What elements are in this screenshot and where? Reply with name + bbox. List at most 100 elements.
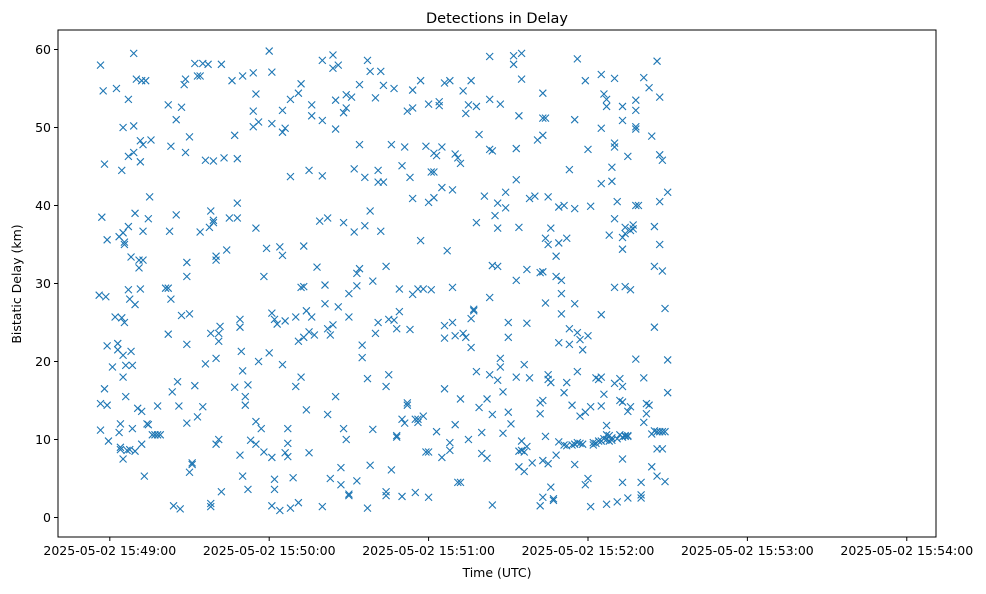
data-point [602,95,611,104]
data-point [522,319,531,328]
data-point [238,72,247,80]
data-point [453,478,462,487]
data-point [302,306,311,315]
data-point [196,72,205,80]
data-point [366,67,375,76]
data-point [432,151,441,160]
data-point [334,61,343,69]
data-point [552,451,560,459]
data-point [655,197,664,206]
data-point [131,447,139,456]
data-point [212,256,220,264]
data-point [586,502,595,511]
data-point [536,501,545,510]
data-point [214,435,223,444]
data-point [419,412,428,420]
data-point [570,115,579,124]
data-point [233,199,242,208]
data-point [270,485,279,494]
data-point [392,431,401,440]
data-point [432,427,441,436]
data-point [589,438,598,447]
data-point [156,430,165,439]
data-point [262,244,271,253]
data-point [278,360,287,369]
data-point [424,448,433,456]
data-point [501,203,510,212]
data-point [257,424,266,433]
data-point [331,392,340,401]
data-point [621,432,630,441]
data-point [477,428,486,437]
data-point [305,166,313,175]
data-point [408,194,417,203]
data-point [164,100,173,109]
data-point [350,228,359,236]
data-point [339,424,348,433]
data-point [318,116,327,125]
data-point [546,378,555,387]
data-point [153,402,162,410]
data-point [363,504,372,513]
data-point [528,459,537,467]
data-point [453,154,462,162]
data-point [294,498,303,507]
data-point [472,218,481,227]
data-point [214,329,223,338]
data-point [342,435,351,444]
data-point [139,227,147,236]
data-point [283,452,292,461]
data-point [512,373,521,381]
data-point [608,436,616,445]
x-tick-label: 2025-05-02 15:53:00 [681,543,814,558]
data-point [125,445,134,454]
data-point [618,398,627,406]
data-point [342,104,351,112]
data-point [522,265,531,274]
data-point [576,439,584,448]
data-point [120,240,129,249]
data-point [96,61,105,69]
data-point [544,240,553,249]
data-point [621,431,630,440]
data-point [443,246,452,255]
data-point [117,313,126,322]
data-point [631,125,640,133]
data-point [629,225,638,233]
data-point [504,318,513,327]
data-point [427,285,436,294]
data-point [541,299,550,307]
data-point [554,338,563,347]
data-point [573,54,582,63]
data-point [637,478,646,487]
data-point [613,434,622,443]
data-point [345,313,353,321]
data-point [358,353,367,362]
data-point [456,478,465,487]
data-point [113,339,122,348]
data-point [472,367,481,376]
data-point [289,473,297,482]
data-point [469,305,478,314]
data-point [459,329,468,338]
data-point [560,441,568,449]
data-point [222,246,231,254]
data-point [252,440,260,449]
data-point [398,492,406,501]
data-point [164,330,173,339]
data-point [485,293,494,302]
data-point [244,485,252,494]
data-point [326,474,335,483]
data-point [623,432,632,441]
data-point [267,68,276,77]
data-point [608,177,616,186]
data-point [634,201,643,210]
data-point [305,327,313,336]
data-point [135,264,143,272]
data-point [137,440,146,449]
data-point [153,430,162,439]
data-point [237,347,246,356]
data-point [467,343,475,352]
data-point [129,49,138,58]
data-point [103,342,112,350]
